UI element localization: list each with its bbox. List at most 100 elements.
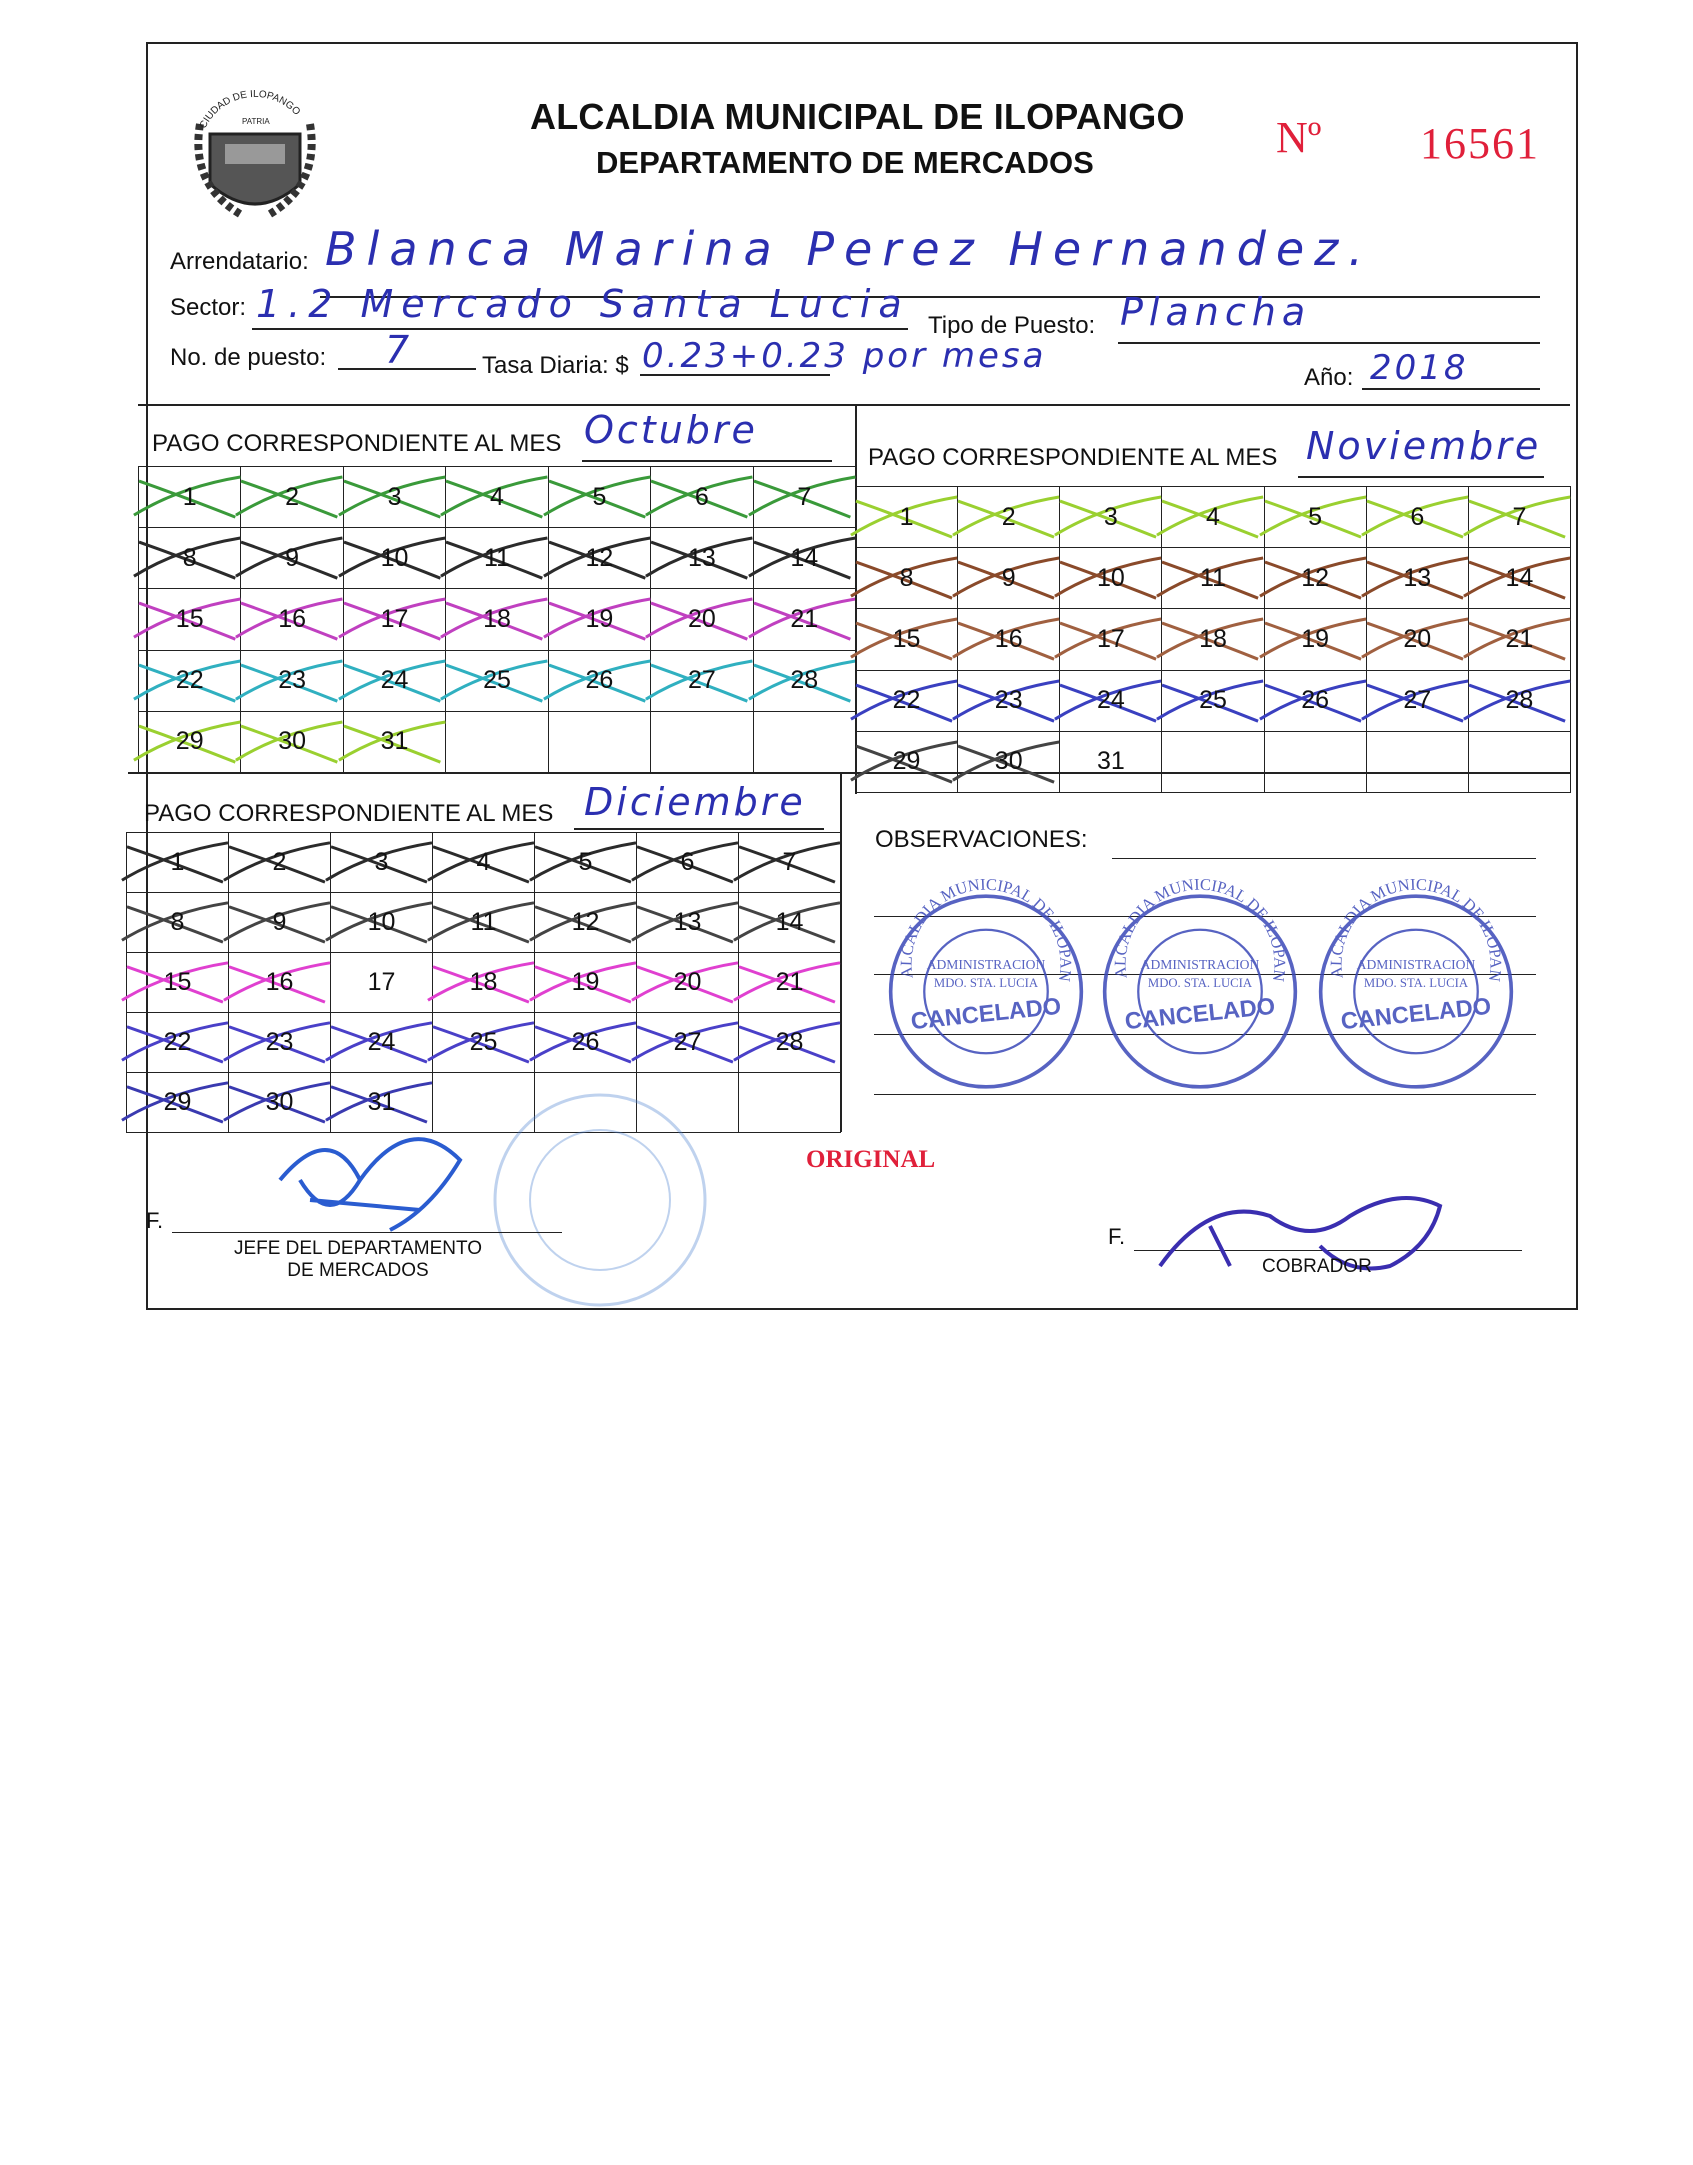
day-cell: 11 [1156, 548, 1265, 610]
day-cell: 5 [529, 833, 637, 893]
f-label-cobrador: F. [1108, 1224, 1126, 1249]
day-cell: 26 [529, 1013, 637, 1073]
day-cell: 27 [1360, 670, 1469, 732]
day-cell: 6 [645, 467, 754, 529]
payment-cross-mark [952, 679, 1060, 723]
day-number: 3 [374, 848, 389, 876]
payment-cross-mark [529, 961, 637, 1004]
day-cell: 29 [133, 711, 242, 773]
day-cell: 20 [1360, 609, 1469, 671]
day-number: 19 [571, 968, 600, 996]
day-number: 4 [490, 482, 504, 511]
payment-cross-mark [850, 617, 958, 661]
day-cell: 22 [121, 1013, 229, 1073]
receipt-number: 16561 [1420, 119, 1540, 168]
day-number: 6 [694, 482, 709, 511]
page-title: ALCALDIA MUNICIPAL DE ILOPANGO [530, 96, 1185, 137]
day-cell: 24 [337, 650, 447, 712]
arrendatario-value: Blanca Marina Perez Hernandez. [325, 222, 1373, 276]
stamp-line1: ADMINISTRACION [1357, 957, 1476, 972]
month-value-december: Diciembre [584, 780, 806, 824]
payment-cross-mark [631, 841, 739, 884]
day-cell: 15 [133, 589, 242, 651]
payment-cross-mark [631, 1021, 739, 1064]
tasa-label: Tasa Diaria: $ [482, 352, 629, 379]
month-header-december: PAGO CORRESPONDIENTE AL MES [144, 800, 554, 827]
day-number: 27 [687, 666, 716, 695]
payment-cross-mark [733, 1021, 841, 1064]
day-cell: 6 [631, 833, 739, 893]
day-number: 9 [285, 543, 300, 572]
cancelado-stamp-october: ALCALDIA MUNICIPAL DE ILOPANGOADMINISTRA… [886, 878, 1084, 1089]
day-cell: 11 [440, 528, 549, 590]
day-number: 19 [1301, 624, 1330, 653]
observaciones-label: OBSERVACIONES: [875, 826, 1088, 853]
payment-cross-mark [1156, 617, 1264, 661]
payment-cross-mark [337, 720, 446, 764]
day-cell: 14 [747, 528, 856, 590]
day-number: 24 [367, 1028, 396, 1056]
tipo-puesto-value: Plancha [1120, 290, 1312, 334]
payment-cross-mark [1360, 679, 1469, 723]
payment-cross-mark [1258, 495, 1366, 539]
day-number: 30 [278, 727, 307, 756]
cobrador-title: COBRADOR [1262, 1256, 1372, 1277]
day-cell: 27 [645, 650, 754, 712]
page-subtitle: DEPARTAMENTO DE MERCADOS [596, 145, 1094, 180]
day-number: 10 [367, 908, 396, 936]
day-number: 6 [1410, 502, 1425, 531]
day-cell: 24 [325, 1013, 433, 1073]
day-number: 8 [899, 563, 914, 592]
day-cell: 9 [235, 528, 344, 590]
day-number: 13 [687, 543, 716, 572]
tasa-value: 0.23+0.23 por mesa [642, 336, 1047, 376]
day-cell: 9 [952, 548, 1061, 610]
day-cell: 19 [542, 589, 652, 651]
day-number: 30 [994, 747, 1023, 776]
day-cell: 8 [133, 528, 242, 590]
day-cell [637, 1073, 739, 1133]
payment-cross-mark [121, 1081, 229, 1124]
day-cell: 7 [747, 467, 856, 529]
day-number: 16 [278, 604, 307, 633]
day-number: 26 [571, 1028, 600, 1056]
payment-cross-mark [1054, 495, 1162, 539]
day-number: 14 [790, 543, 819, 572]
payment-cross-mark [121, 1021, 229, 1064]
day-cell: 11 [427, 893, 535, 953]
day-number: 20 [687, 604, 716, 633]
day-cell: 28 [747, 650, 856, 712]
day-number: 11 [470, 908, 497, 936]
day-number: 14 [1505, 563, 1534, 592]
days-grid-december: 1 2 3 4 5 6 7 8 9 10 11 12 13 14 15 16 17 18 19 20 21 22 23 24 2… [121, 832, 841, 1133]
payment-cross-mark [747, 475, 856, 519]
payment-cross-mark [325, 901, 433, 944]
day-number: 8 [182, 543, 197, 572]
day-cell [1264, 731, 1367, 793]
day-cell: 31 [325, 1073, 433, 1133]
payment-cross-mark [542, 475, 651, 519]
day-cell: 4 [440, 467, 549, 529]
day-cell: 2 [952, 487, 1061, 549]
day-number: 23 [994, 686, 1023, 715]
day-number: 22 [163, 1028, 192, 1056]
day-number: 5 [578, 848, 593, 876]
day-number: 22 [892, 686, 921, 715]
day-number: 23 [278, 666, 307, 695]
day-number: 18 [483, 604, 511, 633]
day-cell: 15 [121, 953, 229, 1013]
payment-cross-mark [235, 659, 344, 703]
day-number: 17 [1096, 624, 1125, 653]
month-value-october: Octubre [584, 408, 758, 452]
jefe-title: JEFE DEL DEPARTAMENTO DE MERCADOS [233, 1238, 483, 1281]
day-cell: 21 [733, 953, 841, 1013]
day-cell: 5 [1258, 487, 1367, 549]
day-number: 13 [1403, 563, 1432, 592]
day-number: 12 [571, 908, 600, 936]
day-number: 17 [380, 604, 409, 633]
day-cell: 1 [121, 833, 229, 893]
svg-text:PATRIA: PATRIA [242, 117, 270, 126]
day-number: 10 [1096, 563, 1125, 592]
day-number: 2 [272, 848, 287, 876]
payment-cross-mark [325, 841, 433, 884]
